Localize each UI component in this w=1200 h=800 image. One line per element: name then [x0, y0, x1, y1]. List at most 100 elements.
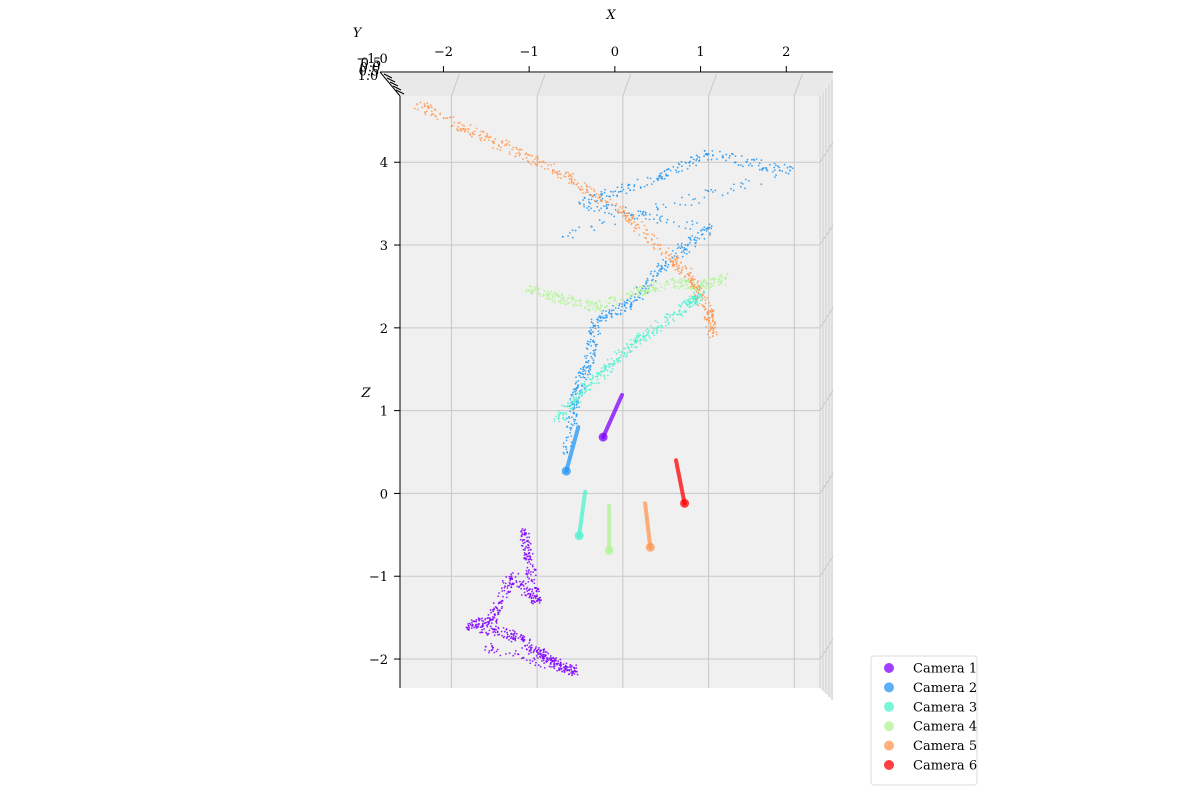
data-point — [625, 355, 628, 358]
data-point — [637, 332, 640, 335]
camera-direction — [564, 425, 581, 474]
data-point — [600, 304, 603, 307]
data-point — [663, 287, 666, 290]
data-point — [586, 207, 588, 209]
data-point — [746, 158, 749, 161]
data-point — [634, 285, 637, 288]
data-point — [697, 285, 700, 287]
data-point — [604, 314, 607, 317]
data-point — [487, 621, 490, 624]
data-point — [648, 329, 650, 332]
data-point — [574, 419, 577, 421]
data-point — [475, 623, 477, 626]
data-point — [689, 228, 692, 230]
data-point — [663, 284, 666, 287]
data-point — [585, 357, 588, 360]
data-point — [524, 549, 526, 551]
data-point — [551, 300, 554, 303]
data-point — [599, 308, 601, 311]
data-point — [543, 289, 546, 292]
data-point — [693, 239, 696, 241]
data-point — [649, 213, 651, 216]
data-point — [695, 239, 698, 242]
data-point — [533, 288, 536, 291]
data-point — [423, 103, 426, 105]
data-point — [678, 310, 681, 313]
data-point — [525, 648, 528, 651]
data-point — [676, 285, 678, 288]
data-point — [636, 217, 639, 220]
data-point — [706, 297, 708, 300]
data-point — [535, 661, 537, 664]
data-point — [610, 313, 613, 316]
data-point — [720, 276, 723, 279]
data-point — [678, 287, 680, 290]
data-point — [700, 295, 703, 298]
data-point — [623, 210, 625, 213]
data-point — [566, 404, 569, 407]
data-point — [658, 269, 660, 272]
data-point — [675, 261, 678, 264]
data-point — [640, 221, 643, 223]
data-point — [644, 213, 647, 216]
data-point — [635, 227, 638, 230]
data-point — [472, 620, 475, 623]
data-point — [578, 188, 581, 190]
data-point — [660, 251, 663, 254]
data-point — [466, 626, 469, 629]
data-point — [536, 595, 538, 598]
data-point — [710, 311, 713, 313]
data-point — [558, 300, 560, 303]
camera-marker-camera-6 — [674, 458, 690, 508]
data-point — [685, 252, 688, 255]
data-point — [641, 290, 644, 293]
data-point — [678, 272, 681, 275]
data-point — [683, 246, 686, 249]
data-point — [520, 530, 522, 533]
data-point — [520, 657, 523, 660]
data-point — [489, 609, 492, 611]
data-point — [582, 366, 585, 369]
data-point — [531, 565, 534, 568]
data-point — [561, 670, 563, 673]
data-point — [587, 308, 590, 311]
data-point — [532, 651, 535, 654]
y-tick-label: −1.0 — [356, 52, 388, 67]
data-point — [527, 570, 530, 573]
data-point — [569, 410, 571, 413]
data-point — [651, 286, 653, 289]
data-point — [570, 404, 573, 407]
data-point — [525, 152, 528, 155]
data-point — [572, 183, 575, 185]
data-point — [674, 268, 677, 271]
data-point — [726, 192, 729, 195]
data-point — [583, 355, 586, 358]
data-point — [709, 233, 711, 236]
data-point — [593, 188, 595, 191]
data-point — [593, 306, 596, 309]
data-point — [569, 431, 571, 434]
data-point — [710, 326, 713, 329]
data-point — [584, 370, 587, 372]
data-point — [601, 312, 603, 315]
data-point — [672, 165, 675, 168]
data-point — [571, 172, 574, 175]
data-point — [494, 605, 497, 608]
data-point — [481, 622, 484, 625]
data-point — [773, 176, 776, 179]
data-point — [665, 256, 667, 259]
data-point — [642, 334, 645, 337]
x-tick-label: 0 — [611, 45, 619, 60]
data-point — [491, 609, 494, 611]
data-point — [574, 404, 576, 406]
data-point — [600, 374, 602, 377]
data-point — [624, 347, 627, 350]
data-point — [712, 279, 715, 281]
data-point — [620, 354, 622, 356]
data-point — [698, 289, 701, 292]
y-tick-label: 0.5 — [361, 56, 382, 71]
data-point — [473, 626, 476, 629]
data-point — [570, 407, 573, 410]
data-point — [690, 287, 692, 290]
data-point — [553, 163, 556, 165]
